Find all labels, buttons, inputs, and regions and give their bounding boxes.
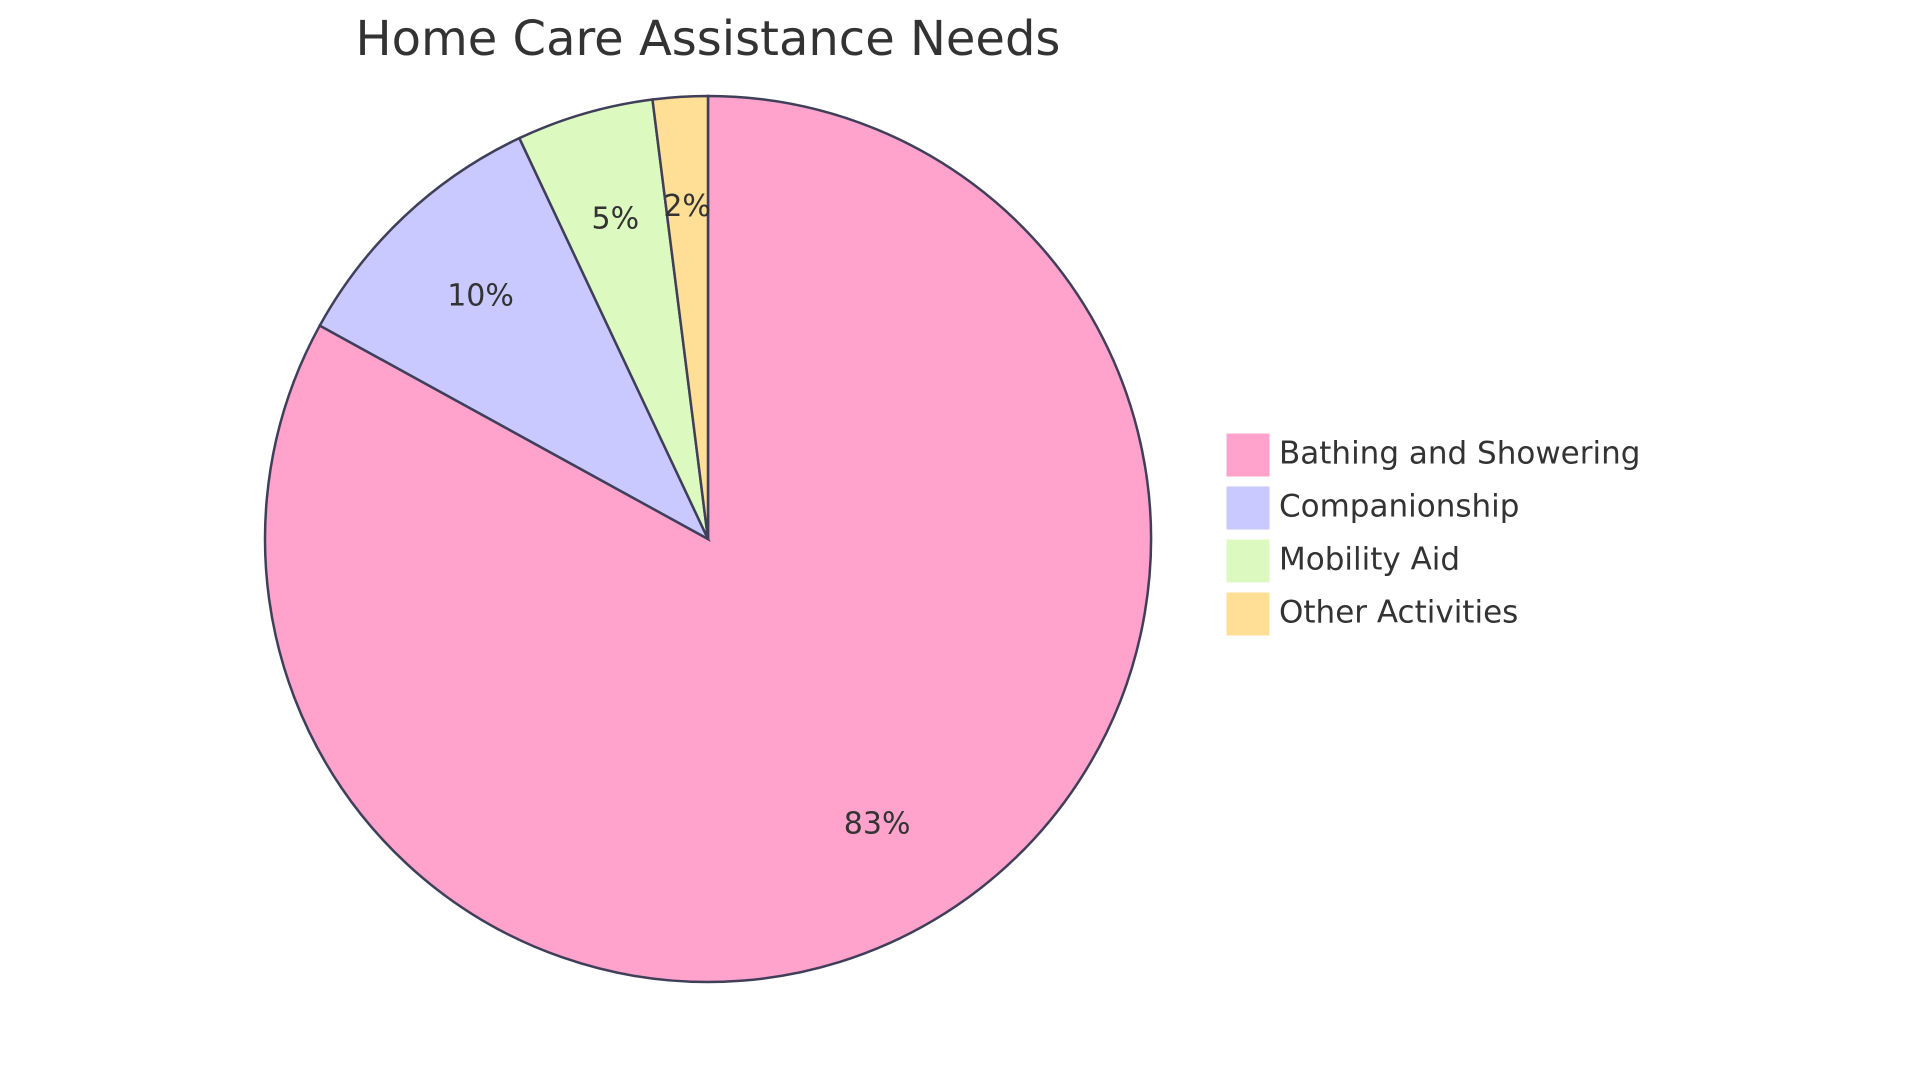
- legend-swatch: [1225, 591, 1271, 637]
- chart-title: Home Care Assistance Needs: [356, 11, 1061, 67]
- slice-label: 83%: [844, 806, 911, 841]
- pie-slice: [651, 94, 710, 540]
- slice-label: 2%: [663, 189, 711, 224]
- legend-swatch: [1225, 485, 1271, 531]
- legend-swatch: [1225, 538, 1271, 584]
- legend-label: Companionship: [1279, 489, 1519, 525]
- slice-label: 5%: [592, 201, 640, 236]
- legend-label: Mobility Aid: [1279, 542, 1460, 578]
- legend-label: Bathing and Showering: [1279, 436, 1640, 472]
- legend-label: Other Activities: [1279, 595, 1518, 631]
- slice-label: 10%: [447, 278, 514, 313]
- pie-slice: [318, 136, 711, 542]
- legend-swatch: [1225, 432, 1271, 478]
